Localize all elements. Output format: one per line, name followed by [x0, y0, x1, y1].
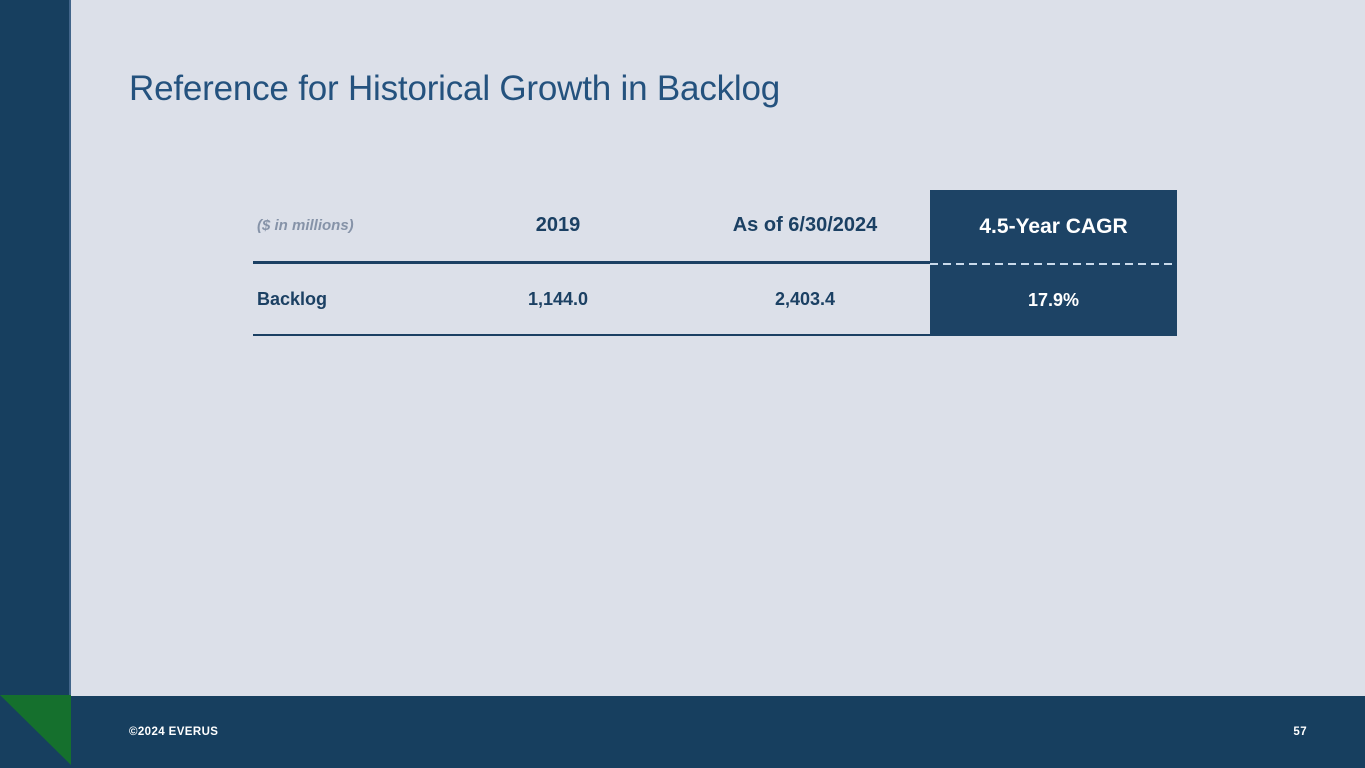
- slide-title: Reference for Historical Growth in Backl…: [129, 69, 781, 108]
- table-header-asof: As of 6/30/2024: [680, 190, 930, 264]
- page-number: 57: [1293, 726, 1307, 738]
- table-value-asof: 2,403.4: [680, 264, 930, 336]
- table-value-cagr: 17.9%: [930, 264, 1177, 336]
- backlog-growth-table: ($ in millions) 2019 As of 6/30/2024 4.5…: [253, 190, 1177, 336]
- table-row-label-backlog: Backlog: [253, 264, 436, 336]
- table-header-2019: 2019: [436, 190, 680, 264]
- table-unit-note: ($ in millions): [253, 190, 436, 264]
- footer-copyright: ©2024 EVERUS: [129, 726, 219, 738]
- left-sidebar-bar: [0, 0, 71, 768]
- footer-bar: ©2024 EVERUS 57: [0, 696, 1365, 768]
- table-header-cagr: 4.5-Year CAGR: [930, 190, 1177, 265]
- table-value-2019: 1,144.0: [436, 264, 680, 336]
